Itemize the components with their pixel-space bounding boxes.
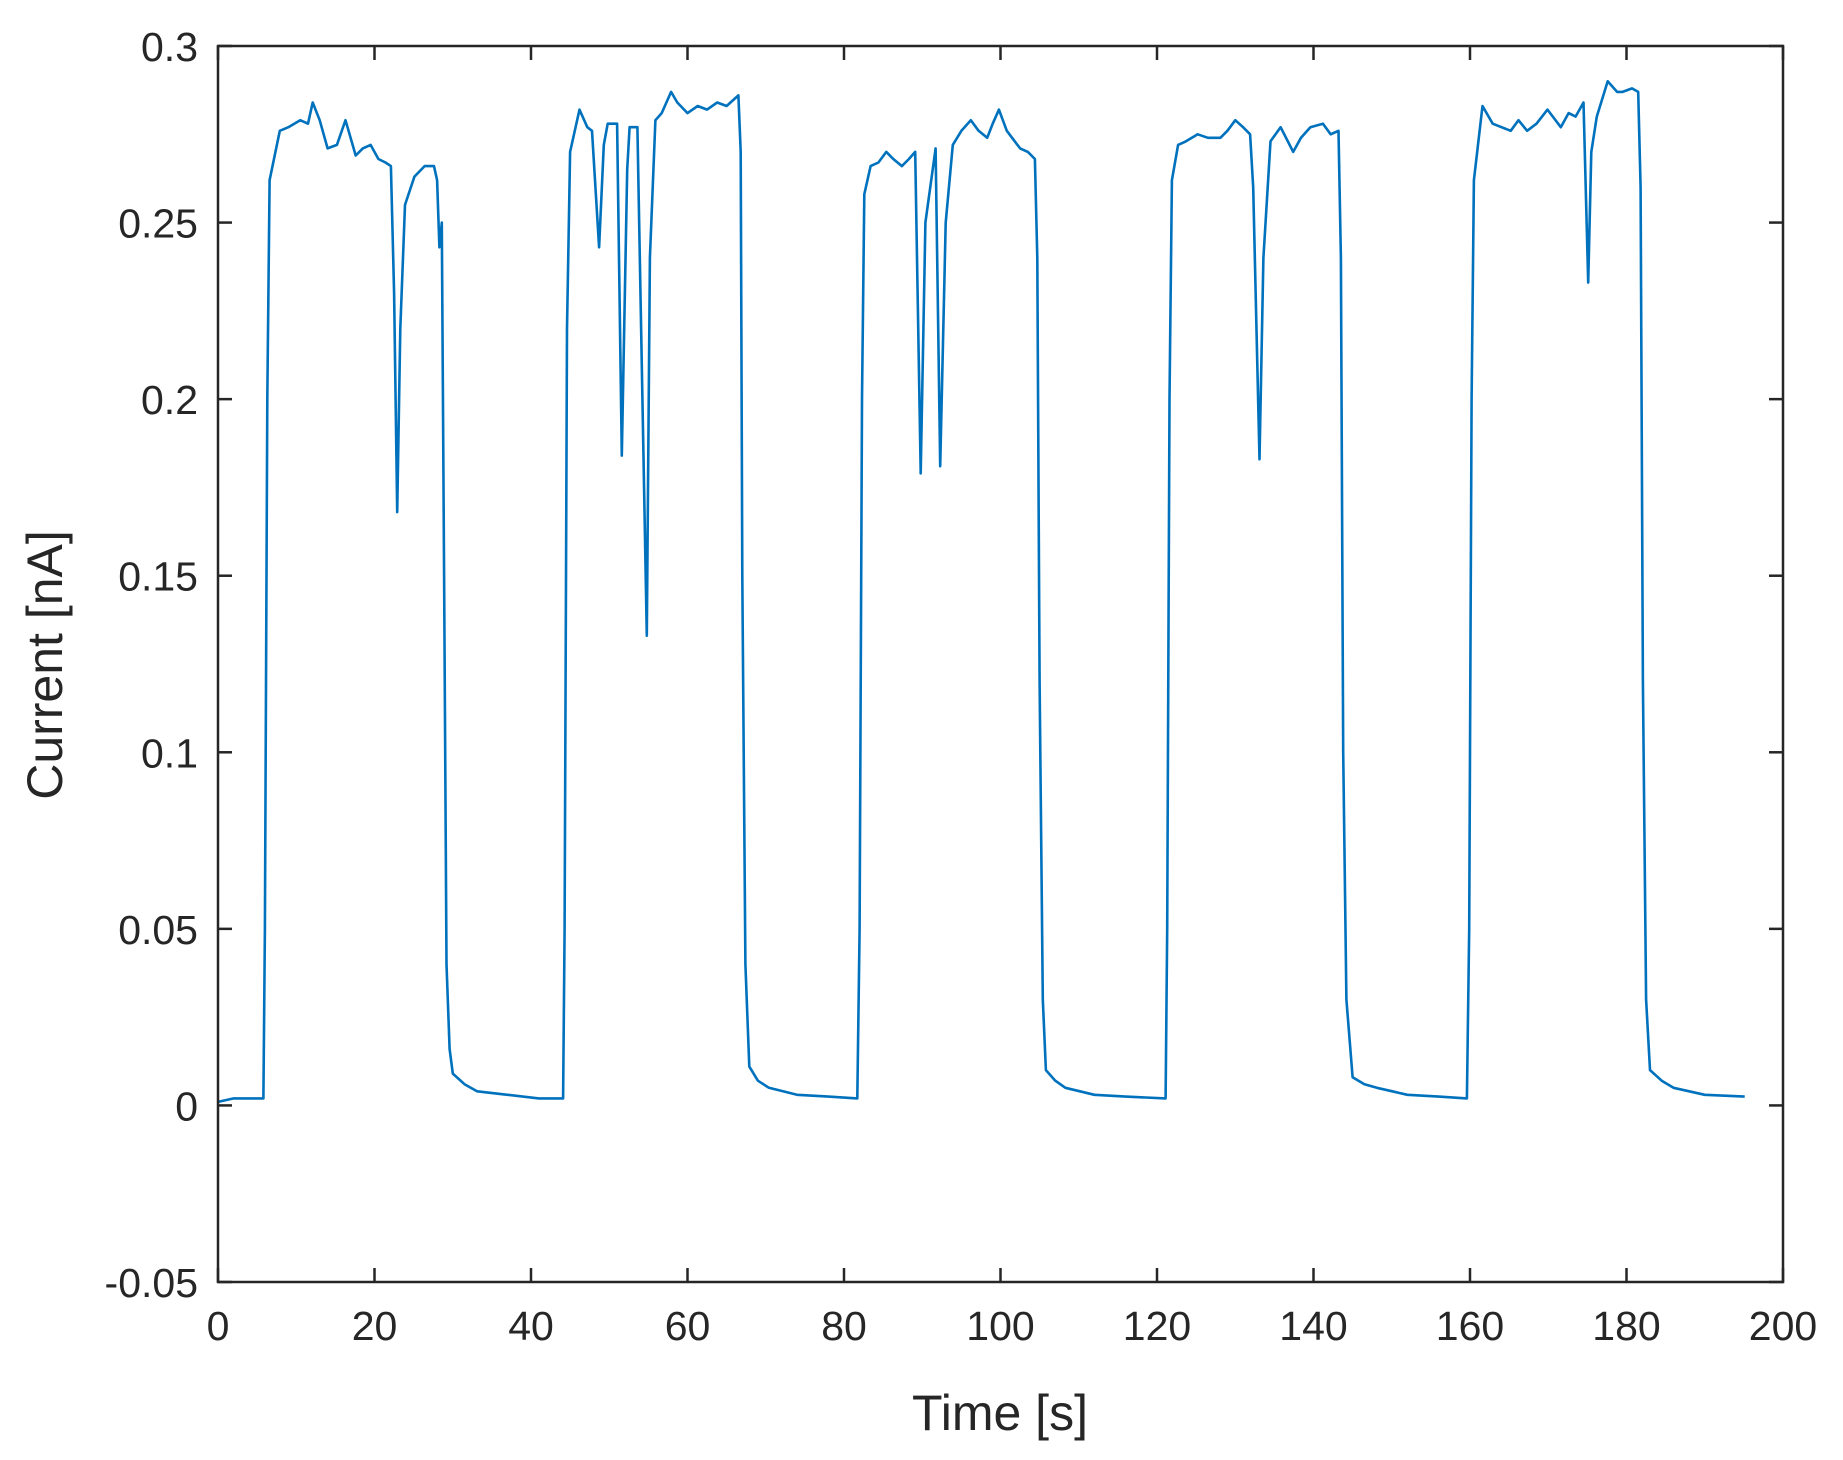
y-tick-label: 0.1 xyxy=(141,730,198,776)
y-tick-label: 0 xyxy=(175,1083,198,1129)
y-tick-label: -0.05 xyxy=(105,1260,198,1306)
x-tick-label: 120 xyxy=(1123,1303,1191,1349)
x-tick-label: 0 xyxy=(207,1303,230,1349)
x-tick-label: 40 xyxy=(508,1303,554,1349)
x-tick-label: 160 xyxy=(1436,1303,1504,1349)
x-tick-label: 200 xyxy=(1749,1303,1817,1349)
x-tick-label: 100 xyxy=(966,1303,1034,1349)
y-tick-label: 0.2 xyxy=(141,377,198,423)
x-tick-label: 140 xyxy=(1279,1303,1347,1349)
current-trace-line xyxy=(217,80,1745,1104)
x-axis-label: Time [s] xyxy=(912,1385,1088,1441)
y-tick-label: 0.15 xyxy=(118,554,198,600)
plot-area xyxy=(217,80,1745,1104)
x-tick-label: 60 xyxy=(665,1303,711,1349)
y-axis-label: Current [nA] xyxy=(17,530,73,800)
x-tick-label: 80 xyxy=(821,1303,867,1349)
y-axis-ticks: -0.05 0 0.05 0.1 0.15 0.2 0.25 0.3 xyxy=(105,24,1783,1306)
y-tick-label: 0.25 xyxy=(118,201,198,247)
y-tick-label: 0.3 xyxy=(141,24,198,70)
x-tick-label: 20 xyxy=(352,1303,398,1349)
y-tick-label: 0.05 xyxy=(118,907,198,953)
x-tick-label: 180 xyxy=(1592,1303,1660,1349)
x-axis-ticks: 0 20 40 60 80 100 120 140 160 180 200 xyxy=(207,46,1817,1349)
